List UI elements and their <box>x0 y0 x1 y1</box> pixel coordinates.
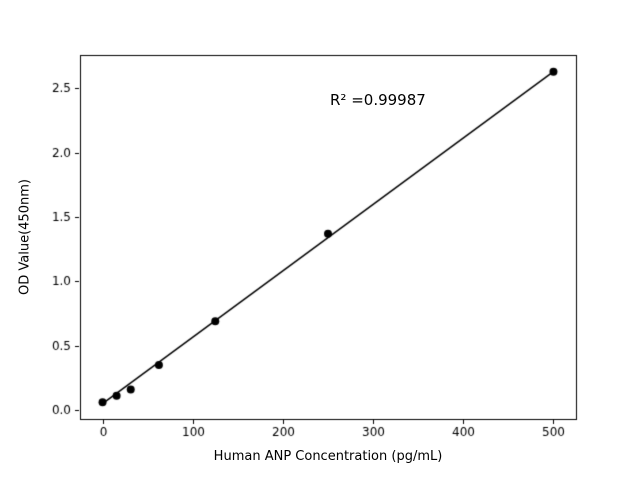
y-axis-label: OD Value(450nm) <box>17 179 33 295</box>
x-axis-label: Human ANP Concentration (pg/mL) <box>213 449 443 464</box>
r-squared-annotation: R² =0.99987 <box>330 91 426 110</box>
